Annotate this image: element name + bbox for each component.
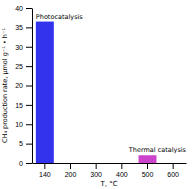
y-tick-label: 30	[15, 43, 23, 50]
y-tick: 25	[15, 63, 32, 70]
y-tick: 20	[15, 82, 32, 89]
y-tick-label: 25	[15, 63, 23, 70]
y-tick-label: 10	[15, 121, 23, 128]
y-tick: 10	[15, 121, 32, 128]
x-tick-label: 140	[39, 171, 51, 178]
x-axis: 140 200 300 400 500 600	[33, 163, 187, 178]
y-tick-label: 5	[19, 140, 23, 147]
x-tick-mark	[44, 163, 45, 169]
y-tick-mark	[26, 144, 32, 145]
x-tick-label: 300	[90, 171, 102, 178]
bar	[139, 155, 157, 163]
y-tick-label: 20	[15, 82, 23, 89]
y-tick-mark	[26, 47, 32, 48]
x-tick-mark	[173, 163, 174, 169]
x-tick-label: 600	[167, 171, 179, 178]
y-tick: 15	[15, 102, 32, 109]
y-tick: 30	[15, 43, 32, 50]
bars	[36, 22, 157, 163]
bar	[36, 22, 54, 163]
y-tick: 5	[19, 140, 32, 147]
x-tick: 500	[142, 163, 154, 178]
x-tick-mark	[96, 163, 97, 169]
x-tick: 200	[65, 163, 77, 178]
plot: 140 200 300 400 500 600 0 5 10 15 20 25 30 35 40 Photoc…	[15, 5, 186, 178]
x-tick-mark	[121, 163, 122, 169]
y-tick-label: 0	[19, 160, 23, 167]
y-axis: 0 5 10 15 20 25 30 35 40	[15, 5, 32, 167]
y-tick-mark	[26, 27, 32, 28]
x-tick-label: 500	[142, 171, 154, 178]
annotations: Photocatalysis Thermal catalysis	[36, 13, 187, 155]
annotation: Photocatalysis	[36, 13, 83, 21]
chart: 140 200 300 400 500 600 0 5 10 15 20 25 30 35 40 Photoc…	[0, 0, 192, 189]
y-tick-mark	[26, 124, 32, 125]
y-tick-label: 15	[15, 102, 23, 109]
x-tick-mark	[70, 163, 71, 169]
x-tick-mark	[147, 163, 148, 169]
x-tick: 400	[116, 163, 128, 178]
x-axis-title: T, °C	[99, 180, 117, 188]
y-tick-mark	[26, 8, 32, 9]
x-tick-label: 400	[116, 171, 128, 178]
x-tick: 600	[167, 163, 179, 178]
y-tick: 40	[15, 5, 32, 12]
x-tick: 300	[90, 163, 102, 178]
y-axis-line	[32, 9, 33, 164]
y-tick: 35	[15, 24, 32, 31]
y-axis-title: CH₄ production rate, μmol g⁻¹ • h⁻¹	[1, 28, 9, 143]
annotation: Thermal catalysis	[128, 146, 187, 154]
y-tick-mark	[26, 86, 32, 87]
y-tick: 0	[19, 160, 32, 167]
y-tick-mark	[26, 105, 32, 106]
y-tick-mark	[26, 66, 32, 67]
y-tick-label: 35	[15, 24, 23, 31]
y-tick-mark	[26, 163, 32, 164]
x-tick-label: 200	[65, 171, 77, 178]
x-tick: 140	[39, 163, 51, 178]
y-tick-label: 40	[15, 5, 23, 12]
x-axis-line	[33, 163, 187, 164]
